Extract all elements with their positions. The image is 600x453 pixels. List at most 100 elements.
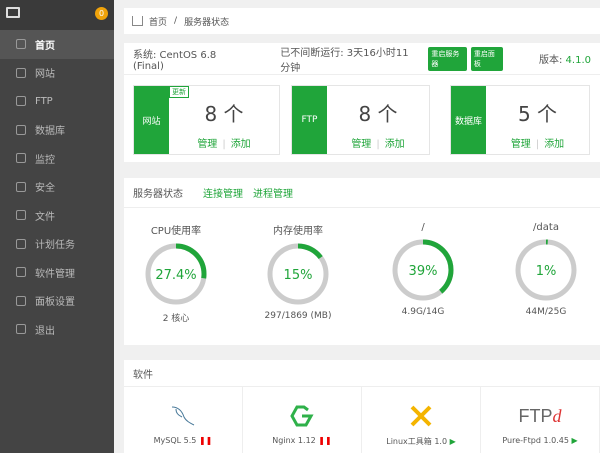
sidebar-item[interactable]: 文件 — [0, 201, 114, 230]
restart-panel-button[interactable]: 重启面板 — [470, 46, 503, 71]
gauge-detail: 4.9G/14G — [401, 307, 445, 317]
usage-gauge[interactable]: CPU使用率 27.4% 2 核心 — [126, 222, 226, 324]
uptime: 已不间断运行: 3天16小时11分钟 — [280, 47, 409, 74]
software-name: Pure-Ftpd 1.0.45 — [502, 436, 569, 445]
sidebar-item[interactable]: 监控 — [0, 144, 114, 173]
sidebar-item[interactable]: 网站 — [0, 59, 114, 88]
card-label: FTP — [292, 86, 327, 154]
card-label: 数据库 — [451, 86, 486, 154]
version-value[interactable]: 4.1.0 — [565, 55, 591, 66]
sidebar-item-label: 安全 — [35, 183, 55, 195]
server-status-panel: 服务器状态 连接管理 进程管理 CPU使用率 27.4% 2 核心 内存使用率 … — [124, 178, 600, 345]
monitor-icon — [16, 153, 26, 164]
process-manage-link[interactable]: 进程管理 — [253, 189, 293, 200]
software-item[interactable]: MySQL 5.5 ❚❚ — [124, 387, 243, 453]
usage-gauge[interactable]: /data 1% 44M/25G — [496, 222, 596, 317]
gauge-value: 1% — [536, 264, 557, 279]
grid-icon — [16, 267, 26, 278]
usage-gauge[interactable]: 内存使用率 15% 297/1869 (MB) — [248, 222, 348, 321]
gauge-detail: 44M/25G — [525, 307, 567, 317]
sidebar-item[interactable]: 退出 — [0, 315, 114, 344]
add-link[interactable]: 添加 — [544, 139, 565, 150]
globe-icon — [16, 67, 26, 78]
sidebar-item[interactable]: 软件管理 — [0, 258, 114, 287]
monitor-logo-icon — [6, 7, 20, 18]
connection-manage-link[interactable]: 连接管理 — [203, 189, 243, 200]
folder-icon — [16, 210, 26, 221]
software-panel: 软件 MySQL 5.5 ❚❚ Nginx 1.12 ❚❚ Linux工具箱 1.0… — [124, 360, 600, 453]
software-title: 软件 — [133, 369, 153, 381]
software-name: Linux工具箱 1.0 — [386, 437, 448, 446]
gauge-ring: 39% — [392, 239, 454, 301]
usage-gauge[interactable]: / 39% 4.9G/14G — [373, 222, 473, 317]
sidebar-item-label: 文件 — [35, 211, 55, 223]
gauge-title: 内存使用率 — [273, 226, 323, 237]
manage-link[interactable]: 管理 — [351, 139, 372, 150]
sidebar-item-label: 首页 — [35, 40, 55, 52]
running-icon: ▶ — [571, 436, 578, 445]
gauge-fill — [145, 243, 207, 305]
breadcrumb-home[interactable]: 首页 — [149, 17, 168, 28]
summary-card: 网站 更新 8 个 管理 | 添加 — [133, 85, 280, 155]
update-tag[interactable]: 更新 — [169, 86, 189, 98]
sidebar-item-label: FTP — [35, 95, 53, 107]
overview-panel: 系统: CentOS 6.8 (Final) 已不间断运行: 3天16小时11分… — [124, 43, 600, 162]
software-name: Nginx 1.12 — [272, 436, 316, 445]
card-count: 8 个 — [358, 102, 398, 126]
sidebar-nav: 首页网站 FTP 数据库 监控安全文件计划任务软件管理面板设置退出 — [0, 30, 114, 344]
gauge-title: /data — [533, 222, 559, 233]
gauge-value: 15% — [284, 268, 313, 283]
manage-link[interactable]: 管理 — [510, 139, 531, 150]
gauge-value: 39% — [409, 264, 438, 279]
gauge-fill — [392, 239, 454, 301]
database-icon — [16, 124, 26, 135]
software-item[interactable]: FTPd Pure-Ftpd 1.0.45 ▶ — [481, 387, 600, 453]
logout-icon — [16, 324, 26, 335]
sidebar-item-label: 网站 — [35, 69, 55, 81]
add-link[interactable]: 添加 — [384, 139, 405, 150]
gauge-title: CPU使用率 — [150, 226, 202, 237]
sidebar-item[interactable]: 面板设置 — [0, 287, 114, 316]
sidebar-item[interactable]: 首页 — [0, 30, 114, 59]
sidebar-item-label: 软件管理 — [35, 268, 75, 280]
gauge-fill — [267, 243, 329, 305]
summary-card: FTP 8 个 管理 | 添加 — [291, 85, 430, 155]
sidebar-item[interactable]: 计划任务 — [0, 230, 114, 259]
manage-link[interactable]: 管理 — [197, 139, 218, 150]
software-item[interactable]: Nginx 1.12 ❚❚ — [243, 387, 362, 453]
software-name: MySQL 5.5 — [153, 436, 197, 445]
add-link[interactable]: 添加 — [230, 139, 251, 150]
sidebar-item[interactable]: 安全 — [0, 173, 114, 202]
gauge-ring: 1% — [515, 239, 577, 301]
stopped-icon: ❚❚ — [318, 436, 332, 445]
card-count: 8 个 — [204, 102, 244, 126]
sidebar-item-label: 计划任务 — [35, 240, 75, 252]
notification-badge[interactable]: 0 — [95, 7, 108, 20]
sidebar-item[interactable]: 数据库 — [0, 116, 114, 145]
shield-icon — [16, 181, 26, 192]
system-os: 系统: CentOS 6.8 (Final) — [133, 49, 217, 72]
gauge-detail: 297/1869 (MB) — [264, 311, 332, 321]
sidebar-item-label: 面板设置 — [35, 297, 75, 309]
version: 版本: 4.1.0 — [539, 51, 591, 66]
software-item[interactable]: Linux工具箱 1.0 ▶ — [362, 387, 481, 453]
sidebar-item-label: 退出 — [35, 325, 55, 337]
ftpd-logo-icon: FTPd — [518, 405, 562, 426]
calendar-icon — [16, 238, 26, 249]
nginx-icon — [290, 405, 314, 427]
running-icon: ▶ — [449, 437, 456, 446]
sidebar-item[interactable]: FTP — [0, 87, 114, 116]
home-icon — [132, 16, 143, 26]
gauge-title: / — [421, 222, 425, 233]
summary-card: 数据库 5 个 管理 | 添加 — [450, 85, 590, 155]
card-count: 5 个 — [517, 102, 558, 126]
sidebar-header: 0 — [0, 0, 114, 30]
breadcrumb-current: 服务器状态 — [184, 17, 230, 28]
home-icon — [16, 39, 26, 50]
breadcrumb-separator: / — [174, 16, 178, 26]
gauge-ring: 15% — [267, 243, 329, 305]
restart-server-button[interactable]: 重启服务器 — [428, 46, 467, 71]
gauge-fill — [515, 239, 577, 301]
gauge-value: 27.4% — [155, 268, 196, 283]
ftp-icon — [16, 96, 26, 107]
